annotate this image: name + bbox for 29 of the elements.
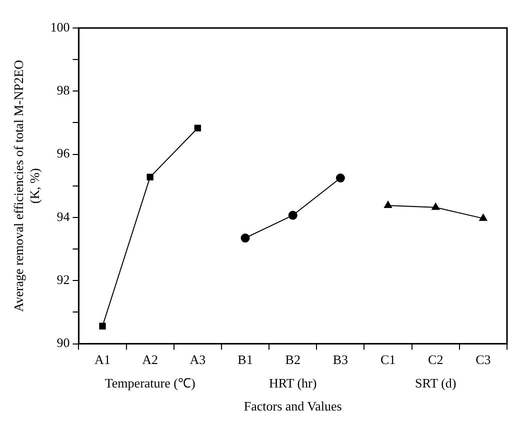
point <box>432 202 440 210</box>
point <box>194 124 201 132</box>
x-tick-label: C2 <box>428 352 444 368</box>
x-axis-title: Factors and Values <box>244 398 342 414</box>
x-tick-label: A3 <box>190 352 206 368</box>
y-axis-title: Average removal efficiencies of total M-NP2EO (K, %) <box>11 60 42 312</box>
point <box>240 234 250 243</box>
x-tick-label: A2 <box>142 352 158 368</box>
point <box>479 214 488 221</box>
y-tick-label: 94 <box>56 208 70 224</box>
text: HRT (hr) <box>268 376 317 391</box>
x-tick-label: C1 <box>380 352 396 368</box>
text: Temperature (℃) <box>104 376 196 391</box>
y-tick-label: 90 <box>56 335 70 350</box>
x-tick-label: C3 <box>476 352 491 368</box>
x-tick-label: A1 <box>94 352 110 368</box>
point <box>384 200 392 208</box>
y-tick-label: 92 <box>56 272 70 288</box>
x-tick-label: B2 <box>285 352 300 368</box>
point <box>146 174 154 180</box>
x-tick-label: B3 <box>332 352 348 368</box>
text: SRT (d) <box>415 376 456 391</box>
point <box>288 210 298 220</box>
x-tick-label: B1 <box>238 352 253 368</box>
y-tick-label: 96 <box>56 146 70 161</box>
y-tick-label: 98 <box>56 82 70 98</box>
point <box>336 174 345 183</box>
y-tick-label: 100 <box>50 19 70 34</box>
point <box>99 322 106 330</box>
